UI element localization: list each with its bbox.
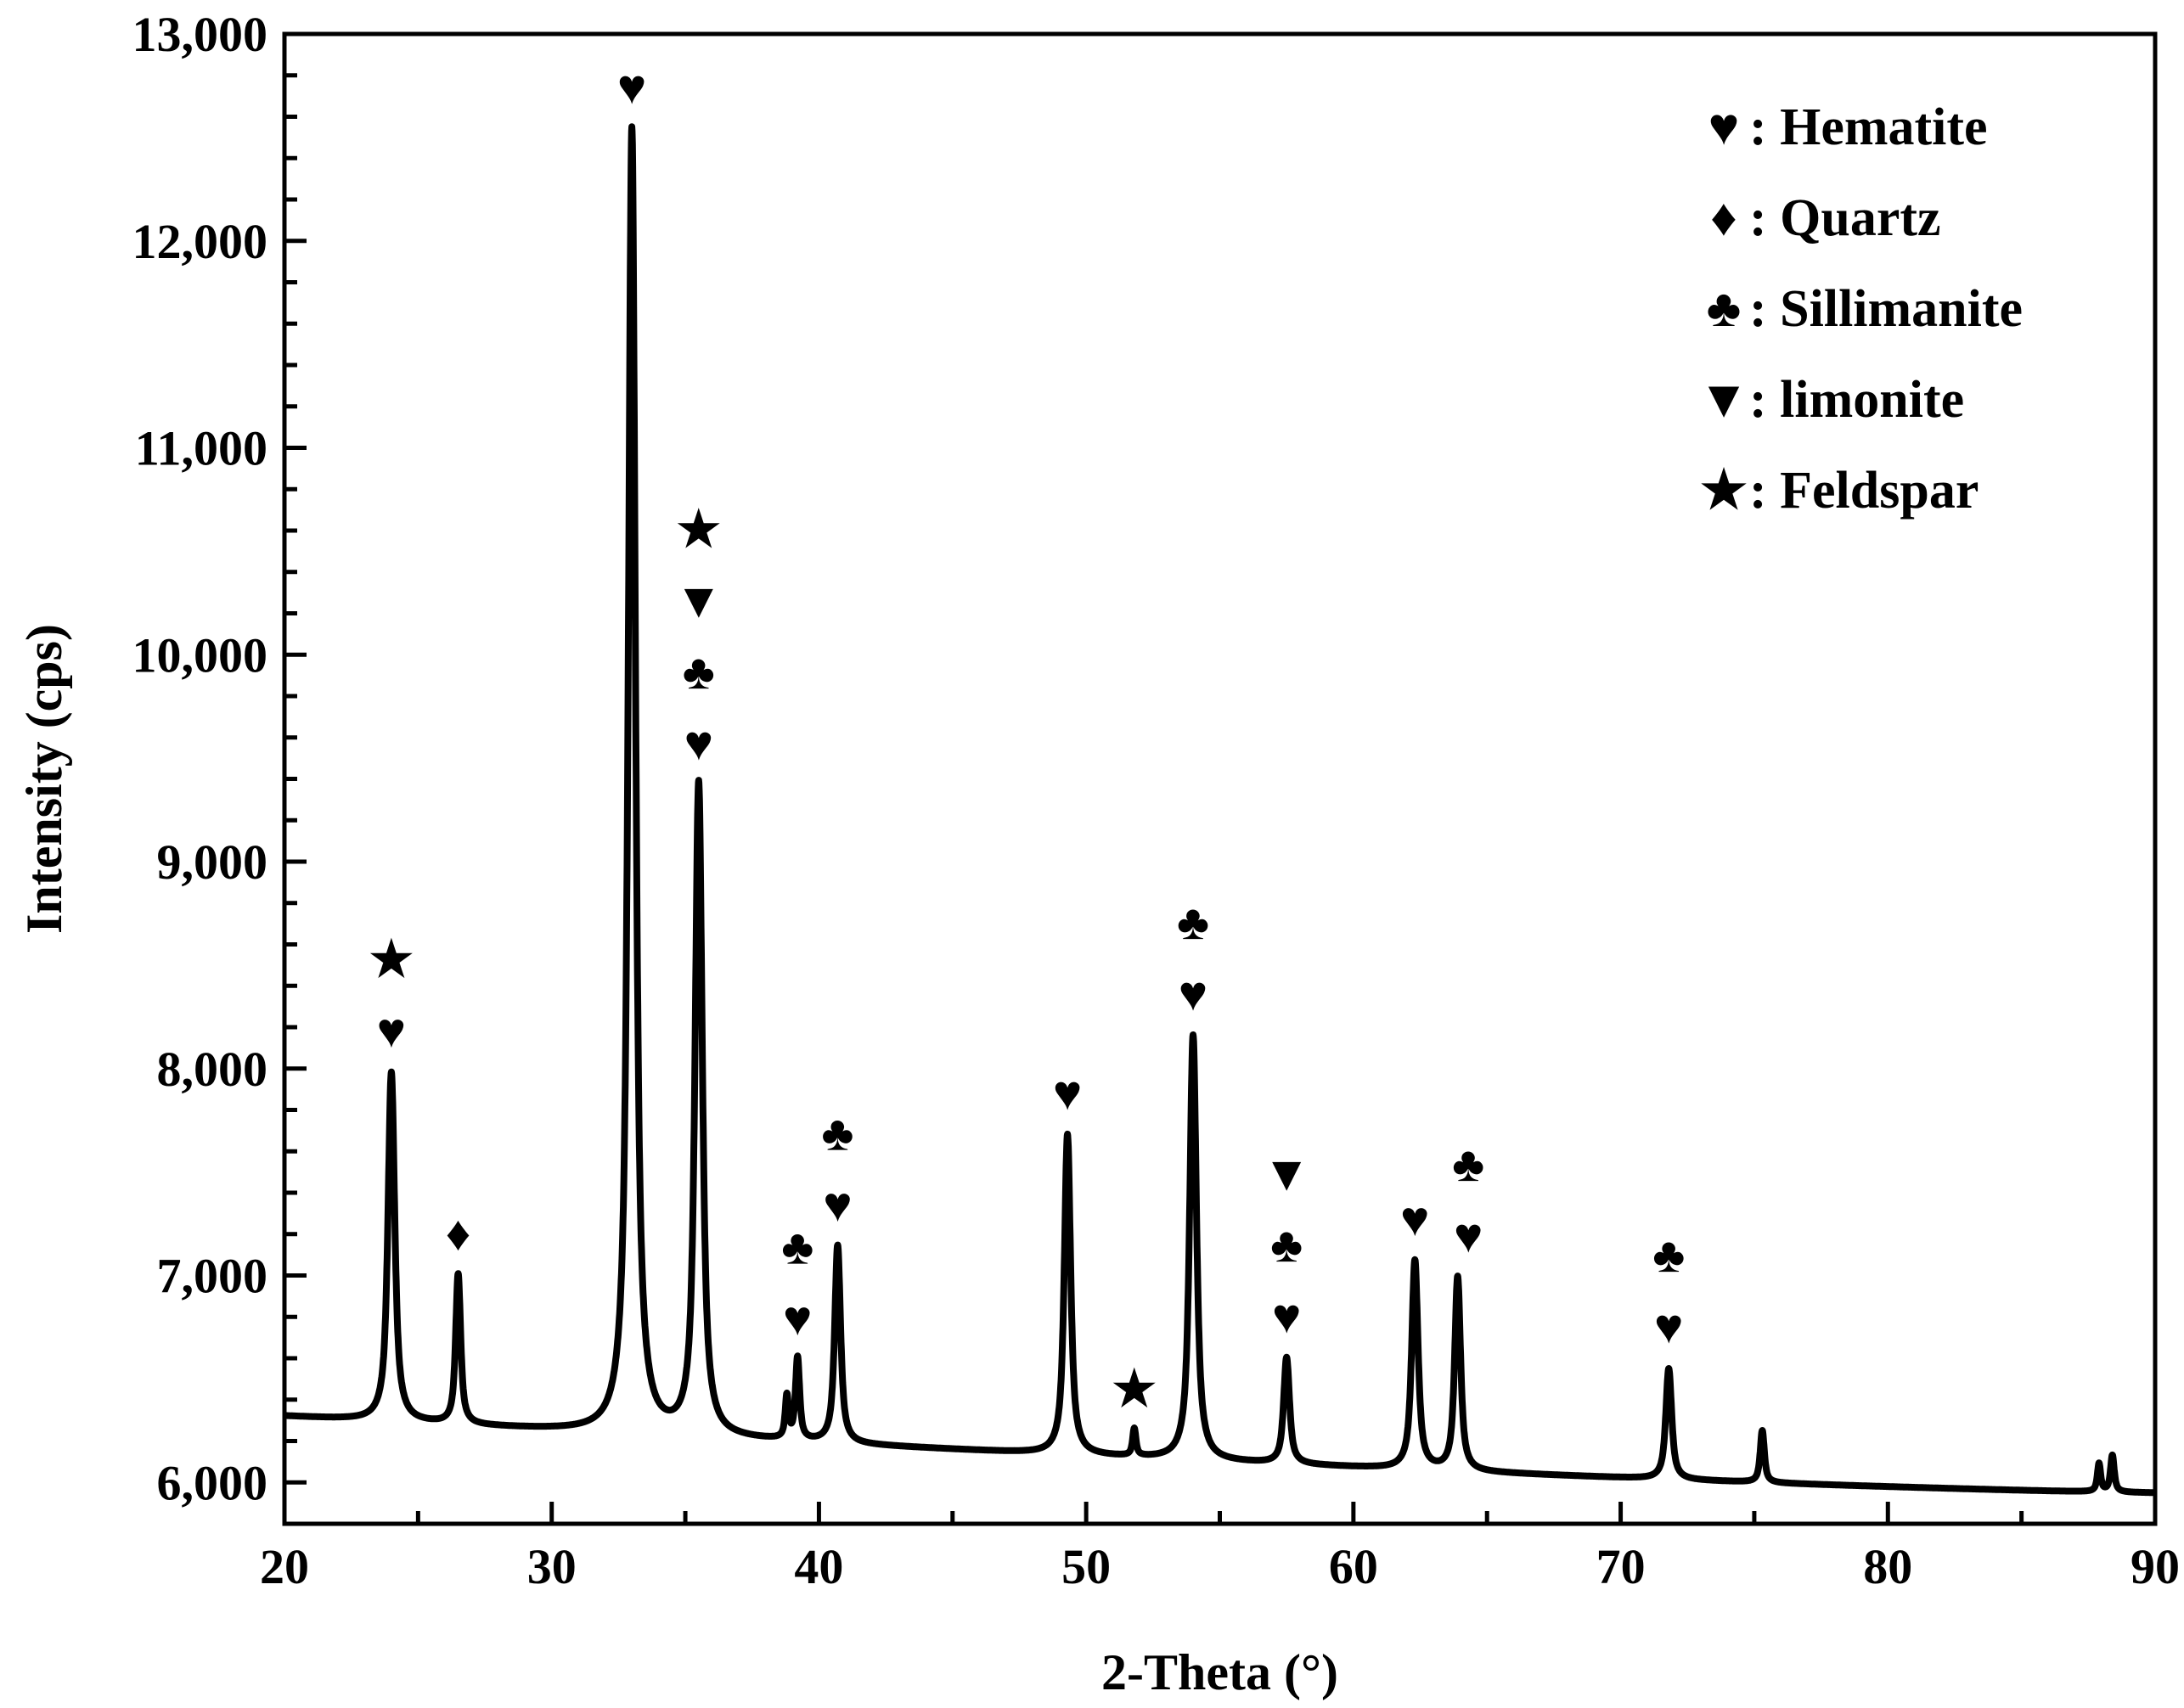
x-tick-label: 20 — [260, 1539, 309, 1594]
feldspar-marker: ★ — [369, 932, 414, 987]
sillimanite-marker: ♣ — [781, 1219, 813, 1274]
quartz-legend-label: : Quartz — [1749, 189, 1941, 247]
sillimanite-legend-symbol: ♣ — [1707, 280, 1742, 338]
y-axis: 6,000 7,000 8,000 9,000 10,000 11,000 12,000 13… — [132, 7, 307, 1510]
peak-markers: ♥★♦♥♥♣▼★♥♣♥♣♥★♥♣♥♣▼♥ ♥♣♥♣ — [369, 59, 1685, 1416]
hematite-marker: ♥ — [1400, 1191, 1429, 1246]
hematite-marker: ♥ — [377, 1003, 406, 1059]
legend-entry-sillimanite: ♣: Sillimanite — [1707, 280, 2023, 338]
y-axis-title: Intensity (cps) — [16, 624, 72, 934]
hematite-marker: ♥ — [1272, 1289, 1301, 1344]
sillimanite-marker: ♣ — [1270, 1217, 1303, 1273]
sillimanite-marker: ♣ — [683, 644, 715, 699]
hematite-marker: ♥ — [1454, 1208, 1483, 1263]
sillimanite-marker: ♣ — [1177, 895, 1209, 950]
sillimanite-marker: ♣ — [1652, 1228, 1685, 1283]
x-tick-label: 80 — [1863, 1539, 1912, 1594]
limonite-marker: ▼ — [1262, 1146, 1310, 1201]
limonite-marker: ▼ — [674, 573, 723, 628]
hematite-marker: ♥ — [1179, 966, 1207, 1021]
feldspar-legend-label: : Feldspar — [1749, 462, 1979, 520]
x-tick-label: 60 — [1329, 1539, 1378, 1594]
limonite-legend-label: : limonite — [1749, 371, 1964, 429]
sillimanite-legend-label: : Sillimanite — [1749, 280, 2023, 338]
y-tick-label: 10,000 — [132, 627, 268, 683]
feldspar-marker: ★ — [677, 502, 721, 557]
y-tick-label: 8,000 — [157, 1042, 268, 1097]
hematite-marker: ♥ — [1053, 1065, 1082, 1121]
y-tick-label: 12,000 — [132, 214, 268, 269]
feldspar-legend-symbol: ★ — [1700, 462, 1748, 520]
legend-entry-quartz: ♦: Quartz — [1710, 189, 1940, 247]
hematite-marker: ♥ — [783, 1290, 812, 1346]
quartz-legend-symbol: ♦ — [1710, 189, 1737, 247]
sillimanite-marker: ♣ — [821, 1105, 853, 1160]
y-tick-label: 7,000 — [157, 1249, 268, 1304]
hematite-legend-label: : Hematite — [1749, 98, 1988, 156]
hematite-marker: ♥ — [617, 59, 646, 115]
quartz-marker: ♦ — [446, 1206, 471, 1261]
y-tick-label: 11,000 — [135, 421, 267, 476]
y-tick-label: 6,000 — [157, 1455, 268, 1510]
legend: ♥: Hematite♦: Quartz♣: Sillimanite▼: lim… — [1697, 98, 2023, 520]
hematite-marker: ♥ — [1654, 1299, 1683, 1354]
legend-entry-hematite: ♥: Hematite — [1708, 98, 1988, 156]
x-tick-label: 30 — [527, 1539, 577, 1594]
x-tick-label: 40 — [794, 1539, 843, 1594]
x-tick-label: 70 — [1596, 1539, 1646, 1594]
y-tick-label: 13,000 — [132, 7, 268, 62]
hematite-marker: ♥ — [684, 716, 713, 771]
legend-entry-feldspar: ★: Feldspar — [1700, 462, 1979, 520]
plot-area — [282, 31, 2158, 1526]
sillimanite-marker: ♣ — [1452, 1137, 1484, 1192]
x-tick-label: 90 — [2131, 1539, 2180, 1594]
feldspar-marker: ★ — [1112, 1361, 1157, 1416]
legend-entry-limonite: ▼: limonite — [1697, 371, 1964, 429]
y-tick-label: 9,000 — [157, 834, 268, 890]
x-axis: 20 30 40 50 60 70 80 90 — [260, 1502, 2180, 1594]
plot-frame — [282, 31, 2158, 1526]
x-axis-title: 2-Theta (°) — [1101, 1644, 1338, 1700]
hematite-legend-symbol: ♥ — [1708, 98, 1740, 156]
diffraction-pattern-line — [281, 123, 2159, 1497]
limonite-legend-symbol: ▼ — [1697, 371, 1749, 429]
hematite-marker: ♥ — [823, 1177, 852, 1232]
x-tick-label: 50 — [1061, 1539, 1111, 1594]
